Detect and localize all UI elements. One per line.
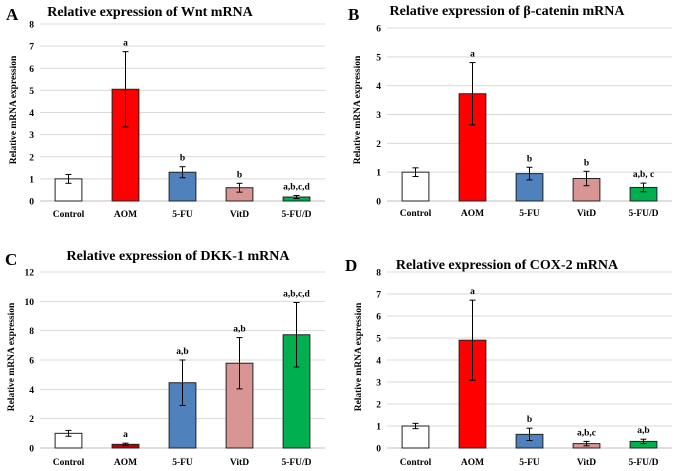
- y-tick-label: 6: [29, 357, 34, 367]
- y-tick-label: 6: [376, 25, 381, 35]
- significance-label: b: [237, 170, 242, 180]
- x-tick-label: Control: [53, 458, 85, 466]
- y-tick-label: 3: [376, 111, 381, 121]
- y-tick-label: 1: [29, 175, 34, 185]
- y-tick-label: 1: [376, 169, 381, 179]
- y-tick-label: 2: [29, 415, 34, 425]
- y-tick-label: 5: [376, 335, 381, 345]
- chart-title: Relative expression of DKK-1 mRNA: [67, 249, 291, 264]
- x-tick-label: 5-FU: [172, 210, 193, 220]
- y-tick-label: 4: [376, 82, 381, 92]
- y-tick-label: 0: [376, 198, 381, 208]
- y-tick-label: 0: [376, 445, 381, 455]
- y-tick-label: 2: [376, 140, 381, 150]
- y-tick-label: 4: [376, 357, 381, 367]
- chart-title: Relative expression of COX-2 mRNA: [396, 258, 619, 273]
- x-tick-label: VitD: [577, 458, 596, 466]
- x-tick-label: AOM: [114, 458, 137, 466]
- significance-label: a,b,c,d: [283, 290, 310, 300]
- y-tick-label: 5: [29, 87, 34, 97]
- y-tick-label: 8: [376, 269, 381, 279]
- y-axis-label: Relative mRNA expression: [9, 55, 19, 164]
- y-tick-label: 8: [29, 327, 34, 337]
- y-tick-label: 0: [29, 445, 34, 455]
- significance-label: b: [527, 154, 532, 164]
- chart-panel-b: B Relative expression of β-catenin mRNA Re…: [348, 4, 672, 219]
- chart-panel-d: D Relative expression of COX-2 mRNA Relati…: [345, 256, 672, 468]
- x-tick-label: AOM: [461, 458, 484, 466]
- x-tick-label: 5-FU/D: [628, 458, 658, 466]
- panel-letter: C: [5, 250, 17, 269]
- significance-label: a,b,c,d: [283, 182, 310, 192]
- x-tick-label: 5-FU/D: [281, 458, 311, 466]
- y-tick-label: 3: [29, 131, 34, 141]
- significance-label: b: [180, 154, 185, 164]
- x-tick-label: 5-FU: [172, 458, 193, 466]
- significance-label: a,b,c: [577, 428, 596, 438]
- x-tick-label: VitD: [230, 458, 249, 466]
- significance-label: a: [470, 50, 475, 60]
- x-tick-label: Control: [400, 458, 432, 466]
- y-axis-label: Relative mRNA expression: [353, 55, 363, 164]
- bar-control: [401, 425, 430, 449]
- y-axis-label: Relative mRNA expression: [354, 302, 364, 411]
- y-tick-label: 2: [376, 401, 381, 411]
- significance-label: b: [527, 415, 532, 425]
- y-tick-label: 4: [29, 386, 34, 396]
- chart-title: Relative expression of Wnt mRNA: [47, 5, 253, 20]
- y-tick-label: 0: [29, 198, 34, 208]
- significance-label: a,b, c: [633, 170, 654, 180]
- y-tick-label: 4: [29, 109, 34, 119]
- significance-label: a: [123, 430, 128, 440]
- x-tick-label: VitD: [230, 210, 249, 220]
- y-tick-label: 5: [376, 53, 381, 63]
- panel-letter: A: [6, 5, 19, 24]
- chart-panel-c: C Relative expression of DKK-1 mRNA Relati…: [5, 249, 325, 468]
- y-tick-label: 7: [29, 43, 34, 53]
- y-tick-label: 6: [376, 313, 381, 323]
- x-tick-label: 5-FU: [519, 209, 540, 219]
- y-tick-label: 10: [25, 298, 35, 308]
- y-tick-label: 12: [25, 269, 35, 279]
- panel-letter: D: [345, 256, 357, 275]
- significance-label: a: [123, 39, 128, 49]
- x-tick-label: 5-FU/D: [281, 210, 311, 220]
- x-tick-label: Control: [400, 209, 432, 219]
- y-tick-label: 7: [376, 291, 381, 301]
- significance-label: a,b: [233, 325, 245, 335]
- chart-panel-a: A Relative expression of Wnt mRNA Relative…: [6, 5, 325, 220]
- x-tick-label: 5-FU/D: [628, 209, 658, 219]
- y-axis-label: Relative mRNA expression: [7, 302, 17, 411]
- y-tick-label: 8: [29, 21, 34, 31]
- significance-label: b: [584, 158, 589, 168]
- chart-title: Relative expression of β-catenin mRNA: [390, 4, 626, 19]
- significance-label: a: [470, 287, 475, 297]
- panel-letter: B: [348, 5, 359, 24]
- x-tick-label: AOM: [114, 210, 137, 220]
- y-tick-label: 6: [29, 65, 34, 75]
- significance-label: a,b: [176, 347, 188, 357]
- significance-label: a,b: [637, 426, 649, 436]
- x-tick-label: Control: [53, 210, 85, 220]
- y-tick-label: 2: [29, 153, 34, 163]
- x-tick-label: VitD: [577, 209, 596, 219]
- y-tick-label: 3: [376, 379, 381, 389]
- x-tick-label: 5-FU: [519, 458, 540, 466]
- x-tick-label: AOM: [461, 209, 484, 219]
- y-tick-label: 1: [376, 423, 381, 433]
